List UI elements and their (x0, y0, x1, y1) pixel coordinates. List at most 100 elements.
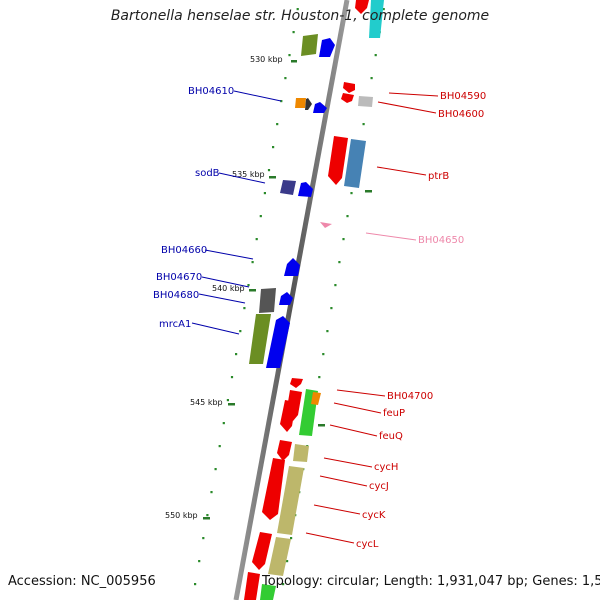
track-dot (326, 330, 329, 333)
gene-box-khaki (293, 444, 309, 462)
track-dot (286, 560, 289, 563)
track-dot (230, 376, 234, 379)
tick-label-535: 535 kbp (232, 170, 265, 179)
gene-arrow-red (341, 93, 354, 103)
gene-arrow-red-long (262, 458, 285, 520)
gene-labels: BH04590 BH04600 BH04610 ptrB sodB BH0465… (153, 86, 486, 550)
gene-label-bh04660[interactable]: BH04660 (161, 245, 207, 256)
track-dot (322, 353, 325, 356)
gene-arrow-blue (313, 102, 327, 113)
gene-label-bh04680[interactable]: BH04680 (153, 290, 199, 301)
gene-box-green (260, 584, 276, 600)
gene-label-mrca1[interactable]: mrcA1 (159, 319, 191, 330)
gene-arrow-red (280, 400, 296, 432)
gene-box-olive-long (249, 314, 271, 364)
track-dot (214, 468, 217, 471)
gene-box-olive (301, 34, 318, 56)
gene-arrow-red (277, 440, 292, 461)
track-dot (259, 215, 262, 218)
gene-box-steelblue (344, 139, 366, 188)
track-dot (194, 583, 197, 586)
gene-label-feuq[interactable]: feuQ (379, 431, 403, 442)
track-dot (346, 215, 349, 218)
accession-text: Accession: NC_005956 (8, 574, 156, 589)
gene-label-sodb[interactable]: sodB (195, 168, 220, 179)
left-tick-track (194, 8, 299, 586)
gene-label-bh04590[interactable]: BH04590 (440, 91, 486, 102)
gene-label-cycj[interactable]: cycJ (369, 481, 389, 492)
gene-label-bh04700[interactable]: BH04700 (387, 391, 433, 402)
track-dot (247, 284, 250, 287)
gene-label-bh04670[interactable]: BH04670 (156, 272, 202, 283)
track-dot (350, 192, 353, 195)
gene-label-cych[interactable]: cycH (374, 462, 398, 473)
topology-text: Topology: circular; Length: 1,931,047 bp… (262, 574, 600, 589)
gene-arrow-red (244, 572, 260, 600)
track-dot (210, 491, 213, 494)
track-dot (338, 261, 341, 264)
track-dot (362, 123, 365, 126)
gene-arrow-blue-long (266, 316, 290, 368)
track-dot (276, 123, 279, 126)
gene-label-cycl[interactable]: cycL (356, 539, 379, 550)
track-dot (284, 77, 287, 80)
track-dot (198, 560, 201, 563)
track-dot (235, 353, 238, 356)
track-dot (222, 422, 225, 425)
major-ticks (203, 60, 372, 520)
gene-arrow-red (252, 532, 272, 570)
gene-label-bh04650[interactable]: BH04650 (418, 235, 464, 246)
tick-label-540: 540 kbp (212, 284, 245, 293)
gene-label-cyck[interactable]: cycK (362, 510, 386, 521)
track-dot (290, 537, 293, 540)
track-dot (226, 399, 229, 402)
gene-label-feup[interactable]: feuP (383, 408, 405, 419)
track-dot (288, 54, 291, 57)
tick-label-530: 530 kbp (250, 55, 283, 64)
track-dot (280, 100, 283, 103)
gene-box-khaki-long (277, 466, 304, 535)
gene-arrow-red (290, 378, 303, 388)
gene-label-ptrb[interactable]: ptrB (428, 171, 449, 182)
gene-arrow-blue (284, 258, 300, 276)
track-dot (218, 445, 221, 448)
gene-arrow-red (343, 82, 355, 93)
gene-arrow-blue (319, 38, 335, 57)
track-dot (243, 307, 246, 310)
gene-box-khaki (268, 537, 291, 576)
track-dot (206, 514, 209, 517)
track-dot (202, 537, 205, 540)
track-dot (263, 192, 266, 195)
gene-arrow-red (355, 0, 369, 14)
reverse-strand-genes (244, 0, 384, 600)
track-dot (330, 307, 333, 310)
gene-box-orange (311, 392, 321, 405)
forward-strand-genes (249, 34, 335, 368)
track-dot (370, 77, 373, 80)
gene-arrow-blue (279, 292, 293, 305)
tick-label-545: 545 kbp (190, 398, 223, 407)
rna-marker-pink (320, 222, 332, 228)
track-dot (267, 169, 271, 172)
gene-box-navy (280, 180, 296, 195)
track-dot (374, 54, 377, 57)
gene-box-orange (295, 98, 306, 108)
gene-arrow-red-long (328, 136, 348, 185)
gene-label-bh04600[interactable]: BH04600 (438, 109, 484, 120)
track-dot (239, 330, 242, 333)
track-dot (296, 8, 299, 11)
genome-title: Bartonella henselae str. Houston-1, comp… (110, 8, 490, 24)
track-dot (334, 284, 337, 287)
track-dot (292, 31, 295, 34)
gene-box-dark (305, 98, 312, 110)
gene-label-bh04610[interactable]: BH04610 (188, 86, 234, 97)
track-dot (272, 146, 275, 149)
gene-box-silver (358, 96, 373, 107)
track-dot (255, 238, 258, 241)
gene-box-gray (259, 288, 276, 313)
track-dot (282, 583, 285, 586)
gene-arrow-blue (298, 182, 313, 197)
track-dot (318, 376, 321, 379)
label-connectors (191, 90, 439, 544)
